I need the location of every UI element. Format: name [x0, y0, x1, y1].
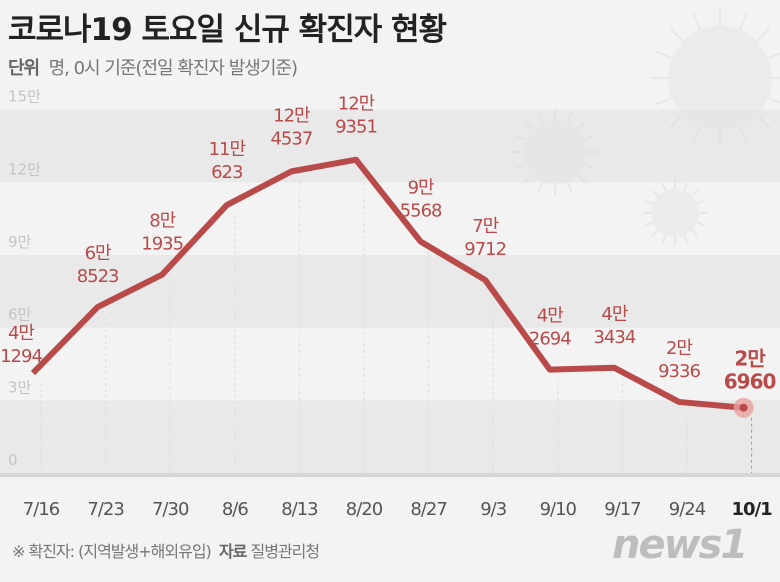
unit-text: 명, 0시 기준(전일 확진자 발생기준) [48, 58, 298, 79]
source-text: 질병관리청 [250, 542, 321, 561]
chart-title: 코로나19 토요일 신규 확진자 현황 [8, 12, 447, 48]
x-tick-label: 9/10 [540, 499, 577, 520]
data-label-rest: 1294 [0, 346, 42, 367]
unit-note: 단위 명, 0시 기준(전일 확진자 발생기준) [8, 54, 298, 80]
data-label-man: 2만 [734, 347, 766, 371]
data-label-rest: 623 [211, 162, 243, 183]
x-tick-label: 8/13 [281, 499, 318, 520]
data-label-man: 2만 [666, 338, 692, 359]
x-tick-label: 9/24 [669, 499, 706, 520]
data-label-rest: 9351 [335, 117, 377, 138]
y-tick-label: 15만 [8, 88, 41, 106]
data-label-man: 4만 [8, 323, 34, 344]
data-label-man: 4만 [537, 306, 563, 327]
data-label-man: 12만 [273, 105, 310, 126]
data-label-rest: 9712 [464, 239, 506, 260]
data-label-rest: 9336 [658, 361, 700, 382]
footnote-text: ※ 확진자: (지역발생+해외유입) [12, 542, 212, 561]
data-label-man: 9만 [408, 178, 434, 199]
data-label-rest: 1935 [141, 234, 183, 255]
data-label-man: 4만 [601, 304, 627, 325]
source-label: 자료 [218, 542, 247, 561]
y-tick-label: 0 [8, 451, 18, 469]
x-tick-label: 7/16 [23, 499, 60, 520]
x-axis-baseline [0, 473, 780, 477]
data-label-man: 12만 [338, 94, 375, 115]
data-point [739, 403, 748, 412]
x-tick-label: 9/3 [480, 499, 507, 520]
data-label-rest: 2694 [529, 329, 571, 350]
news1-logo: news1 [612, 522, 748, 568]
x-tick-label: 8/6 [222, 499, 249, 520]
data-label-man: 11만 [209, 139, 246, 160]
y-tick-label: 9만 [8, 233, 32, 251]
series-line [30, 156, 744, 411]
data-label-rest: 6960 [724, 370, 776, 394]
virus-icon [642, 180, 708, 246]
unit-label: 단위 [8, 58, 40, 79]
grid-band [0, 400, 780, 473]
footnote: ※ 확진자: (지역발생+해외유입) 자료 질병관리청 [12, 538, 321, 562]
data-label-man: 7만 [472, 216, 498, 237]
data-label-rest: 5568 [400, 201, 442, 222]
x-tick-label: 7/23 [87, 499, 124, 520]
y-tick-label: 6만 [8, 306, 32, 324]
x-tick-label: 8/27 [410, 499, 446, 520]
virus-icon [511, 108, 599, 196]
x-tick-label: 10/1 [732, 499, 773, 520]
x-tick-label: 9/17 [604, 499, 640, 520]
data-label-rest: 4537 [270, 128, 312, 149]
data-label-rest: 3434 [593, 327, 635, 348]
y-tick-label: 3만 [8, 378, 32, 396]
virus-icon [649, 7, 780, 149]
grid-band [0, 109, 780, 183]
data-label-man: 6만 [85, 243, 111, 264]
data-label-rest: 8523 [77, 266, 119, 287]
data-label-man: 8만 [149, 211, 175, 232]
x-tick-label: 8/20 [346, 499, 383, 520]
y-tick-label: 12만 [8, 160, 41, 178]
x-tick-label: 7/30 [152, 499, 189, 520]
